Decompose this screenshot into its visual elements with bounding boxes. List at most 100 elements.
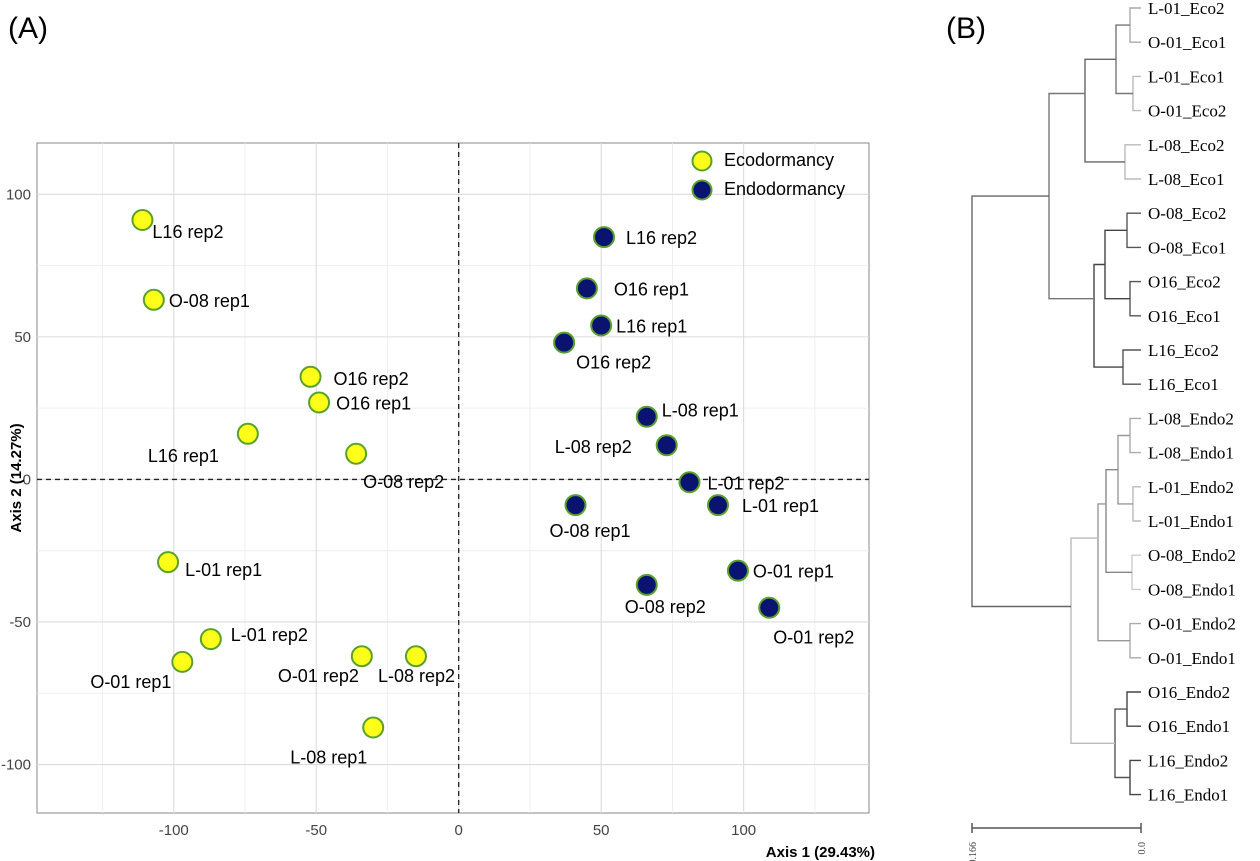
dendrogram-scale-bar: 0.166 0.0 [968,823,1148,861]
dendrogram-leaf: L-08_Endo2 [1148,409,1234,428]
point-ecodormancy [171,650,194,673]
point-label: L-08 rep1 [290,747,367,767]
point-ecodormancy [199,628,222,651]
point-label: O-08 rep2 [625,597,706,617]
dendrogram-leaf: L-08_Eco2 [1148,136,1224,155]
x-tick-label: 0 [455,822,463,839]
point-ecodormancy [142,288,165,311]
dendrogram-branch [1129,7,1141,43]
dendrogram-leaf: L16_Eco1 [1148,375,1219,394]
dendrogram-leaf: L-08_Eco1 [1148,170,1224,189]
point-endodormancy [564,494,587,517]
point-label: L16 rep1 [148,446,219,466]
dendrogram-branch [1122,349,1141,385]
point-label: L-08 rep2 [555,437,632,457]
x-tick-label: 50 [593,822,610,839]
dendrogram: L-01_Eco2 O-01_Eco1 L-01_Eco1 O-01_Eco2 L-08… [968,0,1236,861]
dendrogram-leaf: L16_Endo2 [1148,751,1228,770]
dendrogram-branch [1129,759,1141,796]
point-endodormancy [553,331,576,354]
point-ecodormancy [350,645,373,668]
legend-label-ecodormancy: Ecodormancy [724,150,834,170]
dendrogram-branch [971,195,1071,608]
point-endodormancy [635,405,658,428]
dendrogram-branch [1105,469,1132,573]
dendrogram-leaf: O-01_Endo2 [1148,615,1236,634]
point-label: O-08 rep1 [169,291,250,311]
dendrogram-branch [1114,708,1130,779]
dendrogram-leaf: L-01_Endo2 [1148,478,1234,497]
point-endodormancy [706,494,729,517]
scale-label-left: 0.166 [968,842,979,861]
dendrogram-leaf: O16_Eco2 [1148,273,1221,292]
legend: Ecodormancy Endodormancy [691,150,845,201]
point-ecodormancy [236,422,259,445]
point-label: O-01 rep2 [278,666,359,686]
point-label: O16 rep1 [336,393,411,413]
point-label: L-01 rep2 [707,473,784,493]
point-label: L-01 rep1 [742,496,819,516]
dendrogram-branch [1048,92,1094,300]
dendrogram-leaf: O16_Endo2 [1148,683,1230,702]
point-endodormancy [575,277,598,300]
x-axis-title: Axis 1 (29.43%) [766,844,875,861]
y-tick-label: 100 [6,186,31,203]
y-tick-label: -100 [1,757,31,774]
pca-plot: -100 -50 0 50 100 -100 -50 0 50 100 Axis 1 (29.4… [1,142,875,861]
y-axis-title: Axis 2 (14.27%) [8,423,25,532]
dendrogram-leaf: O-01_Eco2 [1148,102,1226,121]
point-label: L-08 rep1 [662,401,739,421]
dendrogram-leaf: L-01_Eco1 [1148,67,1224,86]
x-tick-label: -50 [305,822,327,839]
point-label: L-01 rep2 [231,625,308,645]
dendrogram-branch [1070,537,1115,744]
dendrogram-branches [971,7,1141,796]
dendrogram-branch [1129,417,1141,454]
point-ecodormancy [299,365,322,388]
point-label: O16 rep2 [576,353,651,373]
dendrogram-leaf: O-01_Eco1 [1148,33,1226,52]
dendrogram-leaf-labels: L-01_Eco2 O-01_Eco1 L-01_Eco1 O-01_Eco2 L-08… [1148,0,1236,805]
point-label: O-08 rep2 [363,472,444,492]
dendrogram-branch [1126,212,1141,249]
dendrogram-branch [1084,58,1125,163]
point-label: O-08 rep1 [550,521,631,541]
scale-label-right: 0.0 [1137,842,1148,855]
dendrogram-branch [1093,263,1123,368]
dendrogram-leaf: L16_Eco2 [1148,341,1219,360]
point-ecodormancy [404,645,427,668]
dendrogram-leaf: O-08_Endo2 [1148,546,1236,565]
dendrogram-leaf: O-08_Eco2 [1148,204,1226,223]
dendrogram-leaf: O16_Eco1 [1148,307,1221,326]
dendrogram-leaf: O-01_Endo1 [1148,649,1236,668]
point-label: L-08 rep2 [378,666,455,686]
x-tick-labels: -100 -50 0 50 100 [159,822,756,839]
dendrogram-branch [1117,434,1133,505]
dendrogram-branch [1104,229,1130,300]
point-label: O-01 rep1 [90,672,171,692]
legend-swatch-ecodormancy [691,150,713,172]
plot-panel [36,142,870,814]
point-endodormancy [593,226,616,249]
y-tick-label: -50 [9,614,31,631]
point-label: L16 rep2 [626,228,697,248]
point-endodormancy [758,596,781,619]
scatter-points: L16 rep2 O-08 rep1 O16 rep2 O16 rep1 L16 rep… [90,208,854,767]
panel-b-label: (B) [946,12,986,45]
dendrogram-branch [1129,280,1141,317]
x-tick-label: -100 [159,822,189,839]
point-label: O-01 rep1 [753,562,834,582]
point-label: L16 rep2 [152,222,223,242]
point-endodormancy [655,434,678,457]
dendrogram-leaf: O-08_Endo1 [1148,580,1236,599]
zero-lines [37,143,869,813]
dendrogram-branch [1124,144,1141,180]
point-label: O16 rep1 [614,279,689,299]
y-tick-label: 0 [23,471,31,488]
panel-a-label: (A) [8,12,48,45]
y-tick-label: 50 [14,329,31,346]
point-endodormancy [590,314,613,337]
point-ecodormancy [345,442,368,465]
dendrogram-leaf: L-01_Eco2 [1148,0,1224,18]
point-endodormancy [635,573,658,596]
